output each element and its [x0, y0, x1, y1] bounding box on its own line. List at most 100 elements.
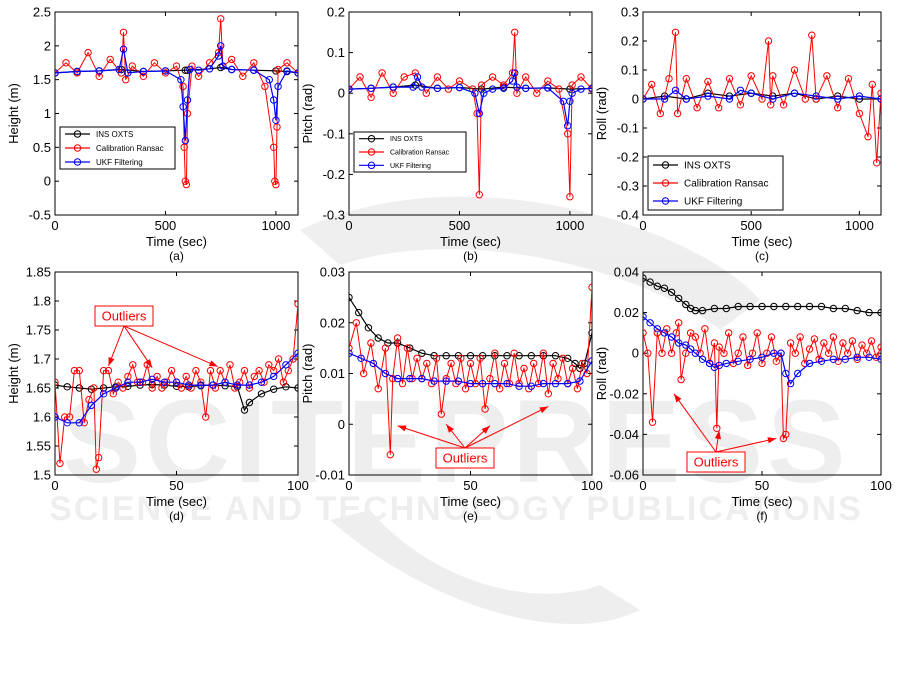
data-point — [834, 95, 842, 103]
data-point — [672, 329, 680, 337]
data-point — [172, 62, 181, 70]
outlier-arrow-head — [481, 425, 490, 434]
panel-c: 0 500 1000 -0.4 -0.3 -0.2 -0.1 0 0.1 0.2 0.3 Time (… — [594, 5, 882, 263]
data-point — [782, 430, 790, 439]
outlier-arrow-head — [767, 437, 777, 444]
data-point — [848, 337, 857, 345]
data-point — [393, 334, 402, 342]
data-point — [868, 80, 876, 89]
data-point — [500, 359, 509, 368]
data-point — [682, 349, 690, 357]
data-point — [660, 284, 669, 292]
data-point — [182, 372, 190, 381]
legend-swatch-marker — [661, 161, 670, 169]
data-point — [294, 69, 298, 77]
data-point — [270, 366, 278, 375]
data-point — [413, 354, 421, 362]
data-point — [374, 334, 382, 342]
y-axis-label: Pitch (rad) — [300, 84, 315, 144]
data-point — [753, 329, 761, 337]
data-point — [725, 95, 734, 103]
data-point — [873, 159, 881, 167]
y-tick-label: -0.5 — [29, 208, 51, 223]
y-tick-label: 1 — [44, 106, 51, 121]
y-axis-label: Height (m) — [6, 83, 21, 144]
data-point — [578, 359, 586, 368]
data-point — [503, 379, 511, 388]
data-point — [801, 95, 809, 103]
data-point — [274, 355, 283, 363]
data-point — [240, 366, 249, 375]
outlier-arrow-head — [208, 360, 218, 367]
series-line-calibration-ransac — [55, 303, 298, 470]
series-line-ukf-filtering — [349, 352, 592, 387]
data-point — [496, 385, 504, 393]
data-point — [566, 85, 574, 93]
series-group-b — [349, 28, 592, 201]
data-point — [55, 381, 59, 389]
data-point — [214, 52, 223, 60]
x-tick-label: 0 — [345, 478, 352, 493]
outliers-callout-label: Outliers — [102, 309, 147, 324]
y-tick-label: 0 — [44, 174, 51, 189]
data-point — [99, 366, 108, 375]
data-point — [511, 28, 519, 36]
y-tick-label: -0.06 — [609, 468, 639, 483]
data-point — [205, 65, 214, 73]
series-group-c — [643, 28, 881, 167]
y-tick-label: 1.5 — [33, 468, 51, 483]
data-point — [63, 419, 71, 427]
outlier-arrow-head — [446, 424, 454, 433]
y-tick-label: -0.4 — [617, 208, 639, 223]
data-point — [747, 89, 755, 97]
data-point — [104, 366, 113, 375]
data-point — [148, 384, 156, 392]
data-point — [442, 374, 450, 383]
y-tick-label: -0.04 — [609, 427, 639, 442]
panel-caption: (f) — [756, 509, 767, 523]
data-point — [257, 390, 266, 398]
data-point — [701, 325, 709, 333]
data-point — [747, 72, 755, 80]
legend-label: INS OXTS — [684, 161, 731, 172]
data-point — [56, 459, 64, 468]
data-point — [406, 344, 414, 352]
data-point — [352, 319, 360, 327]
data-point — [686, 329, 695, 337]
plot-frame-a — [54, 11, 299, 216]
data-point — [202, 413, 210, 421]
data-point — [181, 177, 190, 185]
data-point — [283, 67, 291, 75]
data-point — [872, 353, 880, 361]
data-point — [400, 73, 408, 81]
y-tick-label: 0.03 — [320, 265, 345, 280]
watermark: SCITEPRESS SCIENCE AND TECHNOLOGY PUBLIC… — [49, 196, 861, 625]
data-point — [179, 103, 187, 111]
y-tick-label: -0.1 — [323, 126, 345, 141]
data-point — [217, 63, 225, 72]
data-point — [499, 84, 508, 93]
y-tick-label: -0.1 — [617, 121, 639, 136]
data-point — [551, 379, 560, 388]
data-point — [515, 382, 523, 390]
data-point — [653, 282, 661, 290]
data-point — [478, 379, 487, 388]
y-tick-label: 0 — [632, 346, 639, 361]
data-point — [691, 333, 700, 341]
x-tick-label: 50 — [463, 478, 477, 493]
data-point — [520, 364, 528, 373]
data-point — [148, 375, 156, 383]
x-axis-label: Time (sec) — [732, 494, 793, 509]
data-point — [648, 418, 657, 426]
outliers-annotation-f: Outliers — [673, 393, 777, 473]
data-point — [758, 302, 766, 311]
legend-label: Calibration Ransac — [684, 179, 769, 190]
data-point — [739, 333, 747, 341]
data-point — [710, 339, 719, 347]
y-tick-label: 1.7 — [33, 352, 51, 367]
data-point — [673, 109, 682, 118]
panel-caption: (e) — [463, 509, 478, 523]
y-tick-label: -0.3 — [323, 208, 345, 223]
data-point — [796, 333, 804, 341]
